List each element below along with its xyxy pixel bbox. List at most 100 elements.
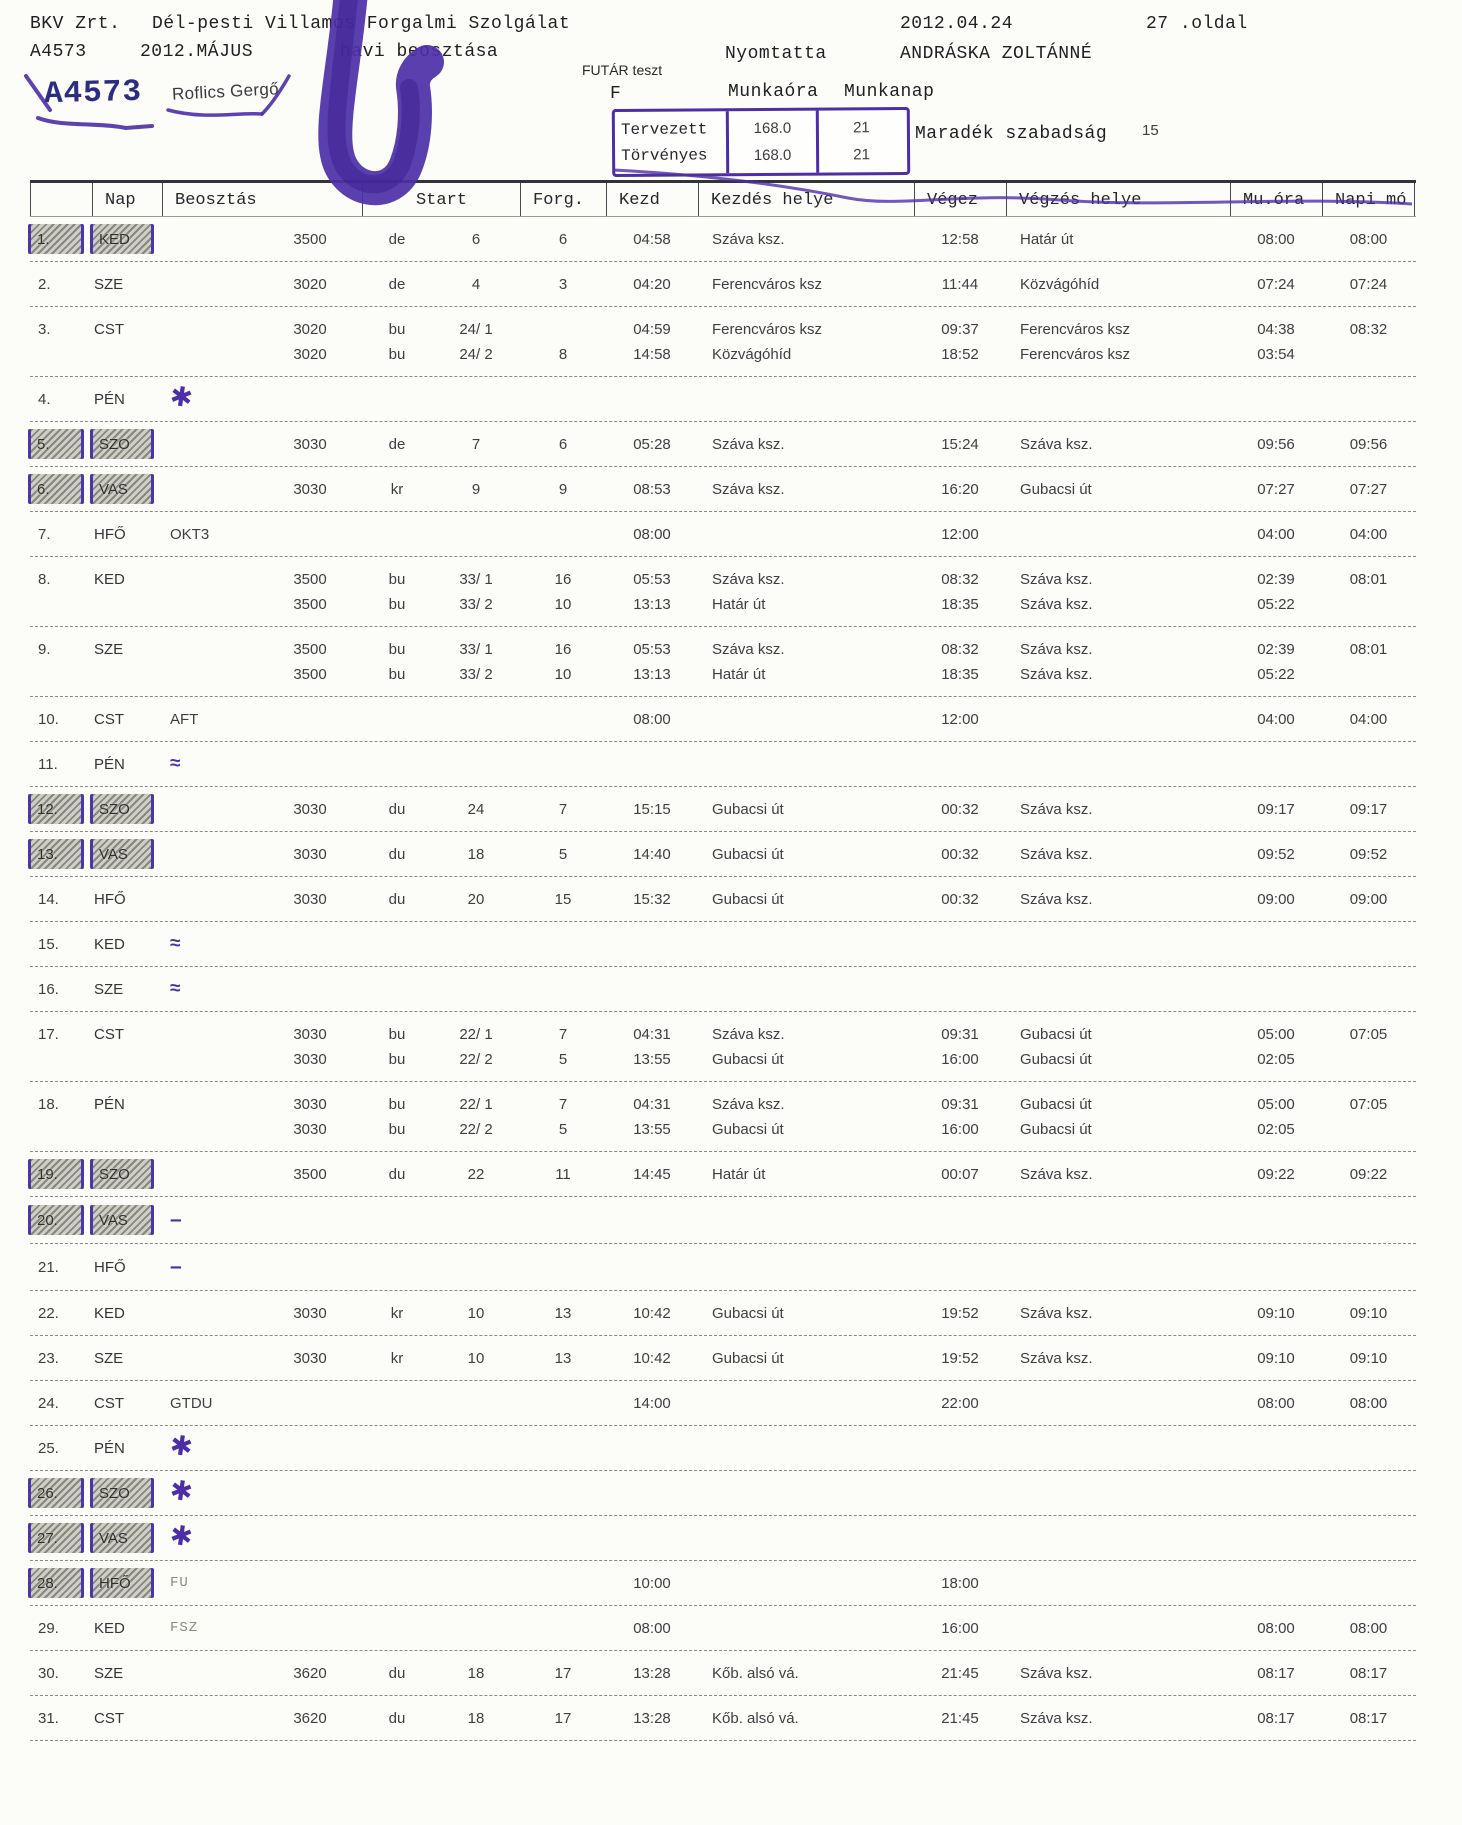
cell-start: 9 <box>471 480 481 498</box>
printed-by-label: Nyomtatta <box>725 44 827 64</box>
cell-vegez: 22:00 <box>941 1394 979 1412</box>
cell-kezd_helye: Száva ksz. <box>712 1095 785 1113</box>
cell-forg: 17 <box>554 1709 572 1727</box>
cell-kezd: 04:20 <box>633 275 671 293</box>
cell-napimo: 08:00 <box>1349 1619 1388 1637</box>
cell-muora: 02:39 <box>1257 570 1295 588</box>
cell-vegzes_helye: Ferencváros ksz <box>1020 320 1131 338</box>
cell-vegez: 11:44 <box>941 275 979 293</box>
summary-row-label: Törvényes <box>621 146 708 166</box>
cell-vegez: 16:20 <box>941 480 979 498</box>
table-row: 9. SZE 3500 bu 33/ 1 16 05:53 Száva ksz. 08:32 Sz… <box>30 627 1416 697</box>
cell-num: 4. <box>38 390 51 408</box>
cell-num: 26. <box>28 1478 84 1508</box>
cell-muora: 09:56 <box>1257 435 1295 453</box>
cell-kezd: 10:42 <box>633 1304 671 1322</box>
cell-beosztas: 3500 <box>293 595 327 613</box>
table-row-line: 5. SZO 3030 de 7 6 05:28 Száva ksz. 15:24 Száva k… <box>28 429 1416 459</box>
leave-value: 15 <box>1142 122 1159 139</box>
cell-muora: 08:00 <box>1257 1619 1295 1637</box>
cell-kezd: 05:53 <box>633 640 671 658</box>
cell-tipus: bu <box>388 320 406 338</box>
cell-muora: 05:22 <box>1257 665 1295 683</box>
table-row-line: 13. VAS 3030 du 18 5 14:40 Gubacsi út 00:32 Száva… <box>28 839 1416 869</box>
cell-kezd: 13:28 <box>633 1664 671 1682</box>
cell-start: 22/ 2 <box>459 1050 493 1068</box>
cell-forg: 8 <box>558 345 568 363</box>
cell-vegez: 16:00 <box>941 1050 979 1068</box>
cell-num: 31. <box>38 1709 59 1727</box>
cell-start: 18 <box>467 1709 485 1727</box>
cell-tipus: du <box>388 1709 406 1727</box>
cell-kezd: 05:28 <box>633 435 671 453</box>
cell-vegzes_helye: Határ út <box>1020 230 1074 248</box>
cell-vegzes_helye: Száva ksz. <box>1020 570 1093 588</box>
cell-day: HFŐ <box>94 890 126 908</box>
cell-kezd: 13:55 <box>633 1050 671 1068</box>
cell-forg: 16 <box>554 640 572 658</box>
schedule-table: Nap Beosztás Start Forg. Kezd Kezdés hel… <box>28 180 1416 1741</box>
print-date: 2012.04.24 <box>900 14 1014 34</box>
table-row-line: 31. CST 3620 du 18 17 13:28 Kőb. alsó vá. 21:45 S… <box>30 1707 1416 1729</box>
table-row-line: 22. KED 3030 kr 10 13 10:42 Gubacsi út 19:52 Száv… <box>30 1302 1416 1324</box>
table-row: 15. KED ≈ <box>30 922 1416 967</box>
cell-vegzes_helye: Száva ksz. <box>1020 845 1093 863</box>
cell-num: 29. <box>38 1619 59 1637</box>
cell-vegez: 21:45 <box>941 1709 979 1727</box>
cell-muora: 02:05 <box>1257 1050 1295 1068</box>
cell-beosztas: 3620 <box>293 1709 327 1727</box>
pen-mark-squiggle-icon: ≈ <box>170 933 181 954</box>
table-row: 5. SZO 3030 de 7 6 05:28 Száva ksz. 15:24 Száva k… <box>28 422 1416 467</box>
cell-day: CST <box>94 1394 124 1412</box>
cell-vegzes_helye: Száva ksz. <box>1020 890 1093 908</box>
cell-vegzes_helye: Gubacsi út <box>1020 1050 1092 1068</box>
cell-beosztas: 3020 <box>293 320 327 338</box>
cell-day: SZE <box>94 1664 124 1682</box>
table-row-line: 29. KED FSZ 08:00 16:00 08:00 08:00 <box>30 1617 1416 1639</box>
cell-day: KED <box>90 224 154 254</box>
table-row: 27. VAS ✱ <box>28 1516 1416 1561</box>
summary-col-days: Munkanap <box>844 82 935 102</box>
cell-beosztas: 3030 <box>293 480 327 498</box>
cell-day: KED <box>94 570 125 588</box>
table-row-line: 7. HFŐ OKT3 08:00 12:00 04:00 04:00 <box>30 523 1416 545</box>
cell-day: CST <box>94 1025 124 1043</box>
cell-vegez: 19:52 <box>941 1349 979 1367</box>
cell-muora: 09:52 <box>1257 845 1295 863</box>
cell-napimo: 09:17 <box>1349 800 1388 818</box>
cell-vegez: 18:52 <box>941 345 979 363</box>
cell-day: HFŐ <box>94 1258 126 1276</box>
cell-forg: 6 <box>558 230 568 248</box>
cell-kezd_helye: Kőb. alsó vá. <box>712 1664 799 1682</box>
cell-vegez: 08:32 <box>941 640 979 658</box>
cell-kezd_helye: Száva ksz. <box>712 435 785 453</box>
cell-tipus: bu <box>388 595 406 613</box>
cell-kezd: 04:31 <box>633 1095 671 1113</box>
header-start: Start <box>362 183 520 216</box>
cell-kezd_helye: Ferencváros ksz <box>712 320 823 338</box>
cell-day: SZO <box>90 429 154 459</box>
cell-beosztas: 3500 <box>293 1165 327 1183</box>
cell-forg: 5 <box>558 1050 568 1068</box>
cell-muora: 04:00 <box>1257 710 1295 728</box>
cell-beosztas: 3030 <box>293 435 327 453</box>
printed-by-name: ANDRÁSKA ZOLTÁNNÉ <box>900 44 1093 64</box>
cell-kezd: 10:00 <box>633 1574 671 1592</box>
cell-tipus: bu <box>388 345 406 363</box>
cell-code: FSZ <box>170 1620 199 1636</box>
cell-start: 33/ 2 <box>459 595 493 613</box>
cell-num: 21. <box>38 1258 59 1276</box>
table-row: 22. KED 3030 kr 10 13 10:42 Gubacsi út 19:52 Száv… <box>30 1291 1416 1336</box>
cell-muora: 09:10 <box>1257 1349 1295 1367</box>
cell-vegzes_helye: Száva ksz. <box>1020 800 1093 818</box>
pen-mark-squiggle-icon: ≈ <box>170 753 181 774</box>
cell-vegez: 12:00 <box>941 710 979 728</box>
cell-beosztas: 3500 <box>293 230 327 248</box>
header-vegez: Végez <box>914 183 1006 216</box>
cell-vegez: 21:45 <box>941 1664 979 1682</box>
cell-num: 6. <box>28 474 84 504</box>
cell-kezd: 08:00 <box>633 525 671 543</box>
cell-tipus: du <box>388 890 406 908</box>
company-name: BKV Zrt. <box>30 14 121 34</box>
cell-start: 10 <box>467 1349 485 1367</box>
